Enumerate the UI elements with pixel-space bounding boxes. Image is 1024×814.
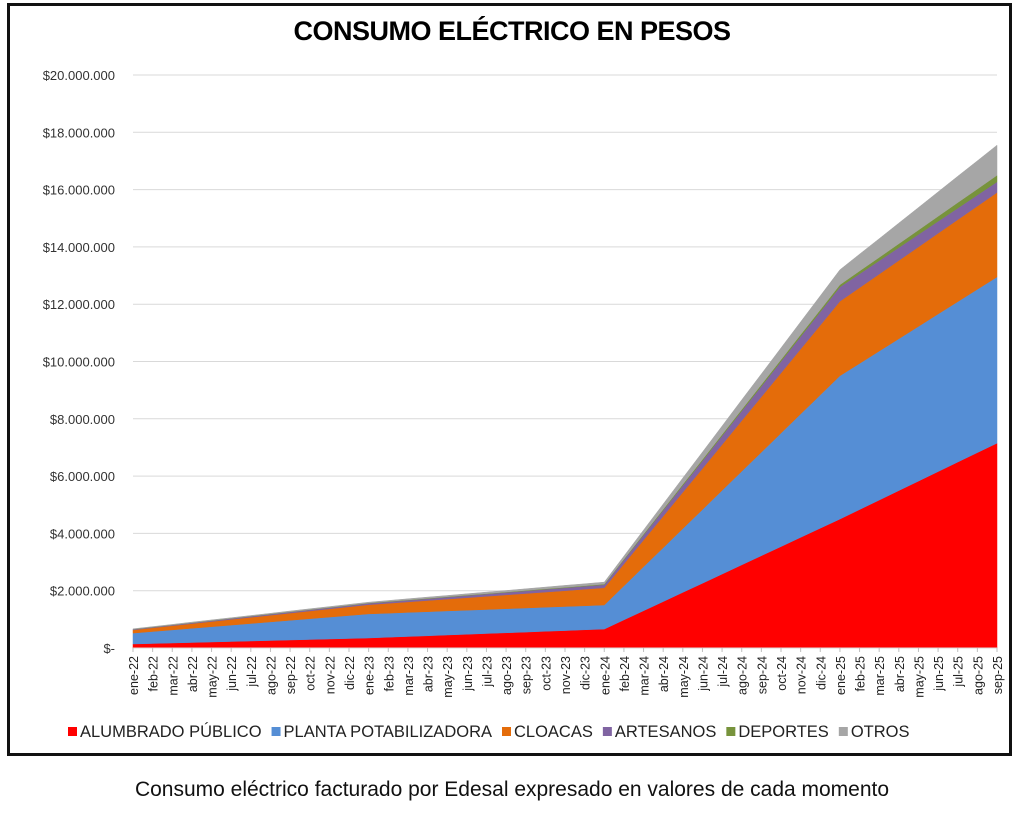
legend-label: OTROS	[851, 723, 910, 741]
x-tick-label: ene-23	[363, 656, 377, 695]
x-tick-label: abr-22	[186, 656, 200, 692]
chart-title: CONSUMO ELÉCTRICO EN PESOS	[293, 16, 731, 46]
y-tick-label: $14.000.000	[43, 240, 115, 255]
x-tick-label: jun-23	[461, 656, 475, 692]
x-tick-label: ene-25	[834, 656, 848, 695]
x-tick-label: may-24	[677, 656, 691, 698]
x-tick-label: sep-22	[284, 656, 298, 694]
x-tick-label: oct-24	[775, 656, 789, 691]
legend-swatch	[726, 727, 736, 736]
x-tick-label: oct-23	[539, 656, 553, 691]
x-tick-label: ago-25	[971, 656, 985, 695]
x-tick-label: may-25	[912, 656, 926, 698]
x-tick-label: abr-25	[893, 656, 907, 692]
y-tick-label: $2.000.000	[50, 584, 115, 599]
x-tick-label: ago-23	[500, 656, 514, 695]
chart-caption: Consumo eléctrico facturado por Edesal e…	[134, 778, 890, 801]
x-tick-label: feb-23	[382, 656, 396, 691]
legend-label: PLANTA POTABILIZADORA	[284, 723, 492, 741]
y-tick-label: $8.000.000	[50, 412, 115, 427]
x-tick-label: dic-24	[814, 656, 828, 690]
area-otros	[132, 144, 998, 630]
legend-label: ARTESANOS	[615, 723, 716, 741]
x-tick-label: sep-25	[991, 656, 1005, 694]
x-tick-label: nov-22	[323, 656, 337, 694]
y-tick-label: $20.000.000	[43, 68, 115, 83]
x-tick-label: mar-24	[638, 656, 652, 696]
y-tick-label: $6.000.000	[50, 469, 115, 484]
x-tick-label: ene-24	[598, 656, 612, 695]
y-tick-label: $18.000.000	[43, 125, 115, 140]
x-tick-label: ago-24	[736, 656, 750, 695]
x-tick-label: abr-24	[657, 656, 671, 692]
x-tick-label: jun-22	[225, 656, 239, 692]
legend-swatch	[68, 727, 77, 736]
y-tick-label: $4.000.000	[50, 526, 115, 541]
x-tick-label: may-23	[441, 656, 455, 698]
x-tick-label: sep-23	[520, 656, 534, 694]
x-tick-label: jun-24	[696, 656, 710, 692]
x-tick-label: sep-24	[755, 656, 769, 694]
x-tick-label: mar-22	[166, 656, 180, 696]
y-tick-label: $10.000.000	[43, 355, 115, 370]
x-tick-label: dic-23	[579, 656, 593, 690]
x-tick-label: oct-22	[304, 656, 318, 691]
y-tick-label: $12.000.000	[43, 297, 115, 312]
x-tick-label: ene-22	[127, 656, 141, 695]
legend-label: CLOACAS	[514, 723, 593, 741]
x-tick-label: abr-23	[422, 656, 436, 692]
legend-label: ALUMBRADO PÚBLICO	[80, 722, 262, 741]
legend-swatch	[838, 727, 848, 736]
x-tick-label: feb-22	[147, 656, 161, 691]
x-tick-label: dic-22	[343, 656, 357, 690]
x-tick-label: jul-22	[245, 656, 259, 688]
x-tick-label: mar-23	[402, 656, 416, 696]
x-tick-label: may-22	[206, 656, 220, 698]
x-tick-label: feb-25	[854, 656, 868, 691]
y-tick-label: $-	[103, 641, 115, 656]
x-tick-label: feb-24	[618, 656, 632, 691]
legend-swatch	[502, 727, 511, 736]
x-tick-label: jul-24	[716, 656, 730, 688]
x-tick-label: mar-25	[873, 656, 887, 696]
legend-label: DEPORTES	[738, 723, 828, 741]
legend-swatch	[271, 727, 281, 736]
x-tick-label: ago-22	[264, 656, 278, 695]
x-tick-label: jul-23	[480, 656, 494, 688]
x-tick-label: jul-25	[952, 656, 966, 688]
x-tick-label: jun-25	[932, 656, 946, 692]
x-tick-label: nov-23	[559, 656, 573, 694]
x-tick-label: nov-24	[795, 656, 809, 694]
y-tick-label: $16.000.000	[43, 183, 115, 198]
legend-swatch	[602, 727, 612, 736]
